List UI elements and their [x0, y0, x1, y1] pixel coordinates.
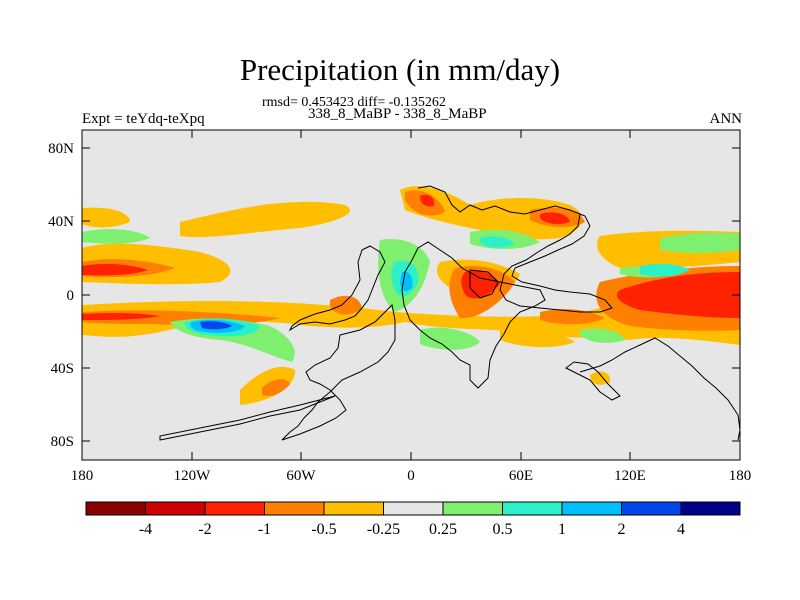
lat-label-40n: 40N — [48, 214, 74, 230]
lat-axis: 80N 40N 0 40S 80S — [48, 141, 740, 450]
colorbar-box-2 — [204, 501, 265, 516]
lon-label-180e: 180 — [729, 468, 752, 484]
colorbar-label-1: -2 — [198, 521, 211, 538]
coastline-layer — [159, 185, 740, 441]
lat-label-80n: 80N — [48, 141, 74, 157]
coastline-central-america — [288, 245, 386, 332]
lon-label-120e: 120E — [614, 468, 646, 484]
colorbar-box-9 — [621, 501, 682, 516]
colorbar: -4 -2 -1 -0.5 -0.25 0.25 0.5 1 2 4 — [85, 501, 741, 538]
field-layer — [82, 186, 740, 405]
coastline-africa — [401, 241, 546, 389]
experiment-label: Expt = teYdq-teXpq — [82, 111, 205, 127]
lat-label-0: 0 — [67, 288, 75, 304]
colorbar-label-8: 2 — [618, 521, 626, 538]
coastline-maritime-continent — [565, 361, 621, 401]
colorbar-label-4: -0.25 — [367, 521, 400, 538]
lon-label-60w: 60W — [286, 468, 316, 484]
stats-text: rmsd= 0.453423 diff= -0.135262 — [262, 95, 446, 110]
colorbar-box-10 — [680, 501, 741, 516]
season-label: ANN — [709, 111, 743, 127]
anomaly-blue-regions — [200, 321, 232, 330]
colorbar-box-7 — [502, 501, 563, 516]
colorbar-box-5 — [383, 501, 444, 516]
colorbar-label-7: 1 — [558, 521, 566, 538]
lon-label-0: 0 — [407, 468, 415, 484]
colorbar-label-2: -1 — [258, 521, 271, 538]
colorbar-box-8 — [561, 501, 622, 516]
coastline-south-america — [281, 303, 396, 441]
lon-label-180w: 180 — [71, 468, 94, 484]
coastline-eurasia — [417, 185, 613, 313]
colorbar-box-4 — [323, 501, 384, 516]
lon-axis: 180 120W 60W 0 60E 120E 180 — [71, 130, 752, 484]
coastline-australia — [579, 337, 740, 441]
colorbar-label-6: 0.5 — [493, 521, 513, 538]
coastline-arabia — [469, 269, 499, 299]
colorbar-label-5: 0.25 — [429, 521, 457, 538]
lat-label-40s: 40S — [51, 361, 74, 377]
colorbar-box-0 — [85, 501, 146, 516]
lon-label-60e: 60E — [509, 468, 533, 484]
lon-label-120w: 120W — [174, 468, 212, 484]
case-text: 338_8_MaBP - 338_8_MaBP — [308, 106, 487, 122]
colorbar-box-1 — [145, 501, 206, 516]
colorbar-label-0: -4 — [139, 521, 152, 538]
figure-title: Precipitation (in mm/day) — [239, 52, 561, 87]
colorbar-label-9: 4 — [677, 521, 685, 538]
lat-label-80s: 80S — [51, 434, 74, 450]
coastline-antarctic-peninsula — [159, 395, 336, 441]
anomaly-red-regions — [82, 194, 740, 320]
colorbar-label-3: -0.5 — [311, 521, 336, 538]
colorbar-box-6 — [442, 501, 503, 516]
colorbar-box-3 — [264, 501, 325, 516]
